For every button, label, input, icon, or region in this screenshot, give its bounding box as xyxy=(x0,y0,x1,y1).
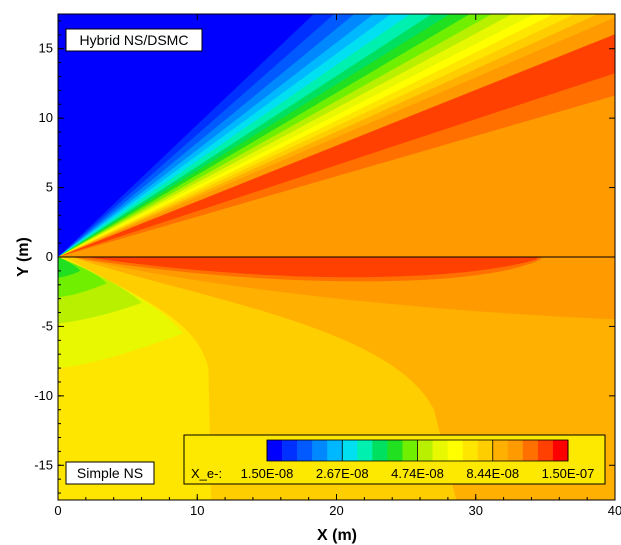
label-hybrid-box: Hybrid NS/DSMC xyxy=(65,28,203,52)
colorbar-swatch xyxy=(552,440,569,461)
x-tick-label: 20 xyxy=(329,503,343,518)
colorbar-swatch xyxy=(417,440,433,461)
colorbar-swatch xyxy=(387,440,403,461)
colorbar-swatch xyxy=(462,440,478,461)
x-tick-label: 0 xyxy=(54,503,61,518)
colorbar-variable-label: X_e-: xyxy=(191,466,222,481)
colorbar-swatch xyxy=(282,440,298,461)
colorbar-swatch xyxy=(492,440,509,461)
x-axis-title: X (m) xyxy=(317,527,357,544)
colorbar-tick-labels: 1.50E-08 2.67E-08 4.74E-08 8.44E-08 1.50E-07 xyxy=(241,440,595,481)
colorbar-tick-label: 4.74E-08 xyxy=(391,466,444,481)
label-simple: Simple NS xyxy=(77,465,143,481)
colorbar-swatch xyxy=(507,440,524,461)
y-tick-label: 15 xyxy=(39,41,53,56)
colorbar-swatch xyxy=(372,440,388,461)
colorbar-tick-label: 1.50E-07 xyxy=(542,466,595,481)
label-simple-box: Simple NS xyxy=(65,461,155,485)
y-tick-label: 0 xyxy=(46,249,53,264)
y-tick-label: -5 xyxy=(41,318,53,333)
colorbar-swatch xyxy=(267,440,283,461)
x-tick-label: 40 xyxy=(608,503,621,518)
x-tick-label: 10 xyxy=(190,503,204,518)
colorbar-swatch xyxy=(537,440,554,461)
contour-field xyxy=(58,14,615,500)
colorbar-swatch xyxy=(447,440,463,461)
colorbar-swatch xyxy=(522,440,539,461)
colorbar-swatch xyxy=(357,440,373,461)
y-axis-title: Y (m) xyxy=(15,237,32,277)
colorbar-swatch xyxy=(402,440,418,461)
colorbar-swatches xyxy=(266,439,569,462)
colorbar-swatch xyxy=(342,440,358,461)
y-tick-label: -10 xyxy=(34,388,53,403)
colorbar-swatch xyxy=(432,440,448,461)
colorbar-tick-label: 2.67E-08 xyxy=(316,466,369,481)
y-tick-label: 10 xyxy=(39,110,53,125)
colorbar-swatch xyxy=(312,440,328,461)
axis-ticks: 0 10 20 30 40 15 10 5 0 -5 -10 -15 xyxy=(34,14,621,518)
x-tick-label: 30 xyxy=(469,503,483,518)
lower-region-5 xyxy=(85,257,539,278)
colorbar-legend: X_e-: 1.50E-08 2.67E-08 4.74E-08 8.44E-08 1.… xyxy=(183,434,606,485)
colorbar-swatch xyxy=(327,440,343,461)
colorbar-tick-label: 8.44E-08 xyxy=(466,466,519,481)
y-tick-label: -15 xyxy=(34,457,53,472)
lower-region-9 xyxy=(58,257,81,278)
colorbar-swatch xyxy=(297,440,313,461)
colorbar-tick-label: 1.50E-08 xyxy=(241,466,294,481)
y-tick-label: 5 xyxy=(46,180,53,195)
upper-band-19 xyxy=(58,95,615,257)
colorbar-swatch xyxy=(477,440,494,461)
label-hybrid: Hybrid NS/DSMC xyxy=(80,32,189,48)
